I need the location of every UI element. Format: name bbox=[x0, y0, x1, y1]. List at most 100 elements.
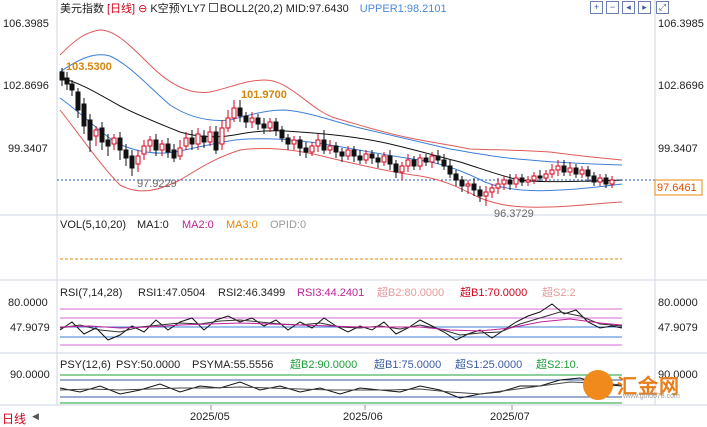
candle-body bbox=[531, 175, 537, 181]
rsi-axis-80-right: 80.0000 bbox=[658, 297, 698, 309]
left-icon[interactable]: ◂ bbox=[622, 1, 635, 14]
boll-upper-value: UPPER1:98.2101 bbox=[359, 3, 447, 15]
current-price-badge bbox=[654, 179, 703, 196]
date-label-may: 2025/05 bbox=[190, 411, 230, 423]
price-label-low-right: 99.3407 bbox=[658, 143, 698, 155]
candle-body bbox=[315, 139, 321, 147]
candle-body bbox=[417, 157, 423, 167]
candle-body bbox=[117, 137, 123, 151]
candle-body bbox=[69, 83, 75, 91]
right-icon[interactable]: ▸ bbox=[638, 1, 651, 14]
candle-body bbox=[495, 183, 501, 189]
boll-indicator-label: BOLL2(20,2) bbox=[219, 3, 283, 15]
rsi1-value: RSI1:47.0504 bbox=[138, 287, 205, 299]
candle-body bbox=[381, 155, 387, 163]
psy-axis-90-left: 90.0000 bbox=[10, 369, 50, 381]
candle-body bbox=[591, 175, 597, 183]
candle-body bbox=[351, 149, 357, 157]
candle-body bbox=[159, 143, 165, 151]
candle-body bbox=[201, 135, 207, 143]
price-label-top-right: 106.3985 bbox=[658, 18, 704, 30]
candle-body bbox=[483, 191, 489, 197]
candle-body bbox=[219, 127, 225, 145]
candle-body bbox=[153, 139, 159, 151]
candle-body bbox=[447, 165, 453, 175]
rsi-line-2 bbox=[59, 311, 623, 336]
candle-body bbox=[513, 177, 519, 185]
candle-body bbox=[465, 183, 471, 187]
annotation-low-2: 96.3729 bbox=[494, 208, 534, 220]
rsi3-value: RSI3:44.2401 bbox=[297, 287, 364, 299]
boll-mid-line bbox=[59, 77, 623, 183]
candle-body bbox=[129, 155, 135, 169]
psy-line bbox=[59, 377, 623, 399]
candle-body bbox=[567, 167, 573, 173]
minus-circle-icon[interactable]: ⊖ bbox=[138, 3, 148, 15]
psy-s1-value: 超S1:25.0000 bbox=[455, 357, 522, 371]
psy-value: PSY:50.0000 bbox=[116, 359, 180, 371]
candle-body bbox=[471, 183, 477, 191]
candle-body bbox=[225, 117, 231, 129]
candle-body bbox=[585, 169, 591, 177]
candle-body bbox=[105, 139, 111, 147]
psy-label: PSY(12,6) bbox=[60, 359, 111, 371]
psy-b2-value: 超B2:90.0000 bbox=[290, 357, 357, 371]
rsi-axis-80-left: 80.0000 bbox=[8, 297, 48, 309]
price-label-mid-right: 102.8696 bbox=[658, 80, 704, 92]
rsi-line-1 bbox=[59, 303, 623, 341]
candle-body bbox=[609, 179, 615, 185]
candle-body bbox=[111, 137, 117, 145]
candle-body bbox=[327, 145, 333, 151]
candle-body bbox=[231, 107, 237, 119]
candle-body bbox=[195, 133, 201, 145]
period-footer-label[interactable]: 日线 bbox=[2, 412, 27, 426]
candle-body bbox=[363, 153, 369, 161]
psyma-line bbox=[59, 381, 623, 395]
candle-body bbox=[459, 179, 465, 187]
fullscreen-icon[interactable]: ⤢ bbox=[656, 1, 669, 14]
candle-body bbox=[597, 177, 603, 183]
k-indicator-label: K空预YLY7 bbox=[150, 3, 206, 15]
vol-ma1: MA1:0 bbox=[137, 219, 169, 231]
period-selector[interactable]: [日线] bbox=[107, 3, 136, 15]
candle-body bbox=[147, 139, 153, 147]
candle-body bbox=[213, 131, 219, 151]
candle-body bbox=[87, 119, 93, 141]
candle-body bbox=[453, 173, 459, 181]
rsi-b1-value: 超B1:70.0000 bbox=[460, 285, 527, 299]
triangle-left-icon[interactable]: ◀ bbox=[32, 411, 39, 421]
watermark-logo: 汇金网 www.gold678.com bbox=[583, 370, 705, 402]
plus-icon[interactable]: + bbox=[590, 1, 603, 14]
candle-body bbox=[441, 159, 447, 167]
candle-body bbox=[537, 175, 543, 179]
candle-body bbox=[237, 107, 243, 117]
minus-icon[interactable]: − bbox=[606, 1, 619, 14]
price-label-low-left: 99.3407 bbox=[8, 143, 48, 155]
candle-body bbox=[543, 173, 549, 179]
date-label-jul: 2025/07 bbox=[490, 411, 530, 423]
annotation-high-1: 103.5300 bbox=[66, 61, 112, 73]
candle-body bbox=[519, 177, 525, 183]
candle-body bbox=[291, 139, 297, 145]
boll-mid-value: MID:97.6430 bbox=[285, 3, 349, 15]
candle-body bbox=[435, 155, 441, 161]
candle-body bbox=[411, 159, 417, 167]
psy-s2-value: 超S2:10. bbox=[536, 357, 579, 371]
candle-body bbox=[273, 121, 279, 131]
psy-b1-value: 超B1:75.0000 bbox=[374, 357, 441, 371]
vol-label: VOL(5,10,20) bbox=[60, 219, 126, 231]
candle-body bbox=[507, 179, 513, 185]
price-label-mid-left: 102.8696 bbox=[3, 80, 49, 92]
candle-body bbox=[309, 145, 315, 153]
annotation-high-2: 101.9700 bbox=[241, 89, 287, 101]
price-label-top-left: 106.3985 bbox=[3, 18, 49, 30]
rsi-s2-value: 超S2:2 bbox=[542, 285, 576, 299]
psyma-value: PSYMA:55.5556 bbox=[192, 359, 273, 371]
candlestick-series bbox=[59, 68, 615, 206]
candle-body bbox=[93, 129, 99, 137]
rsi-axis-mid-right: 47.9079 bbox=[658, 322, 698, 334]
candle-body bbox=[171, 149, 177, 159]
candle-body bbox=[549, 169, 555, 175]
psy-axis-90-right: 90.0000 bbox=[658, 369, 698, 381]
